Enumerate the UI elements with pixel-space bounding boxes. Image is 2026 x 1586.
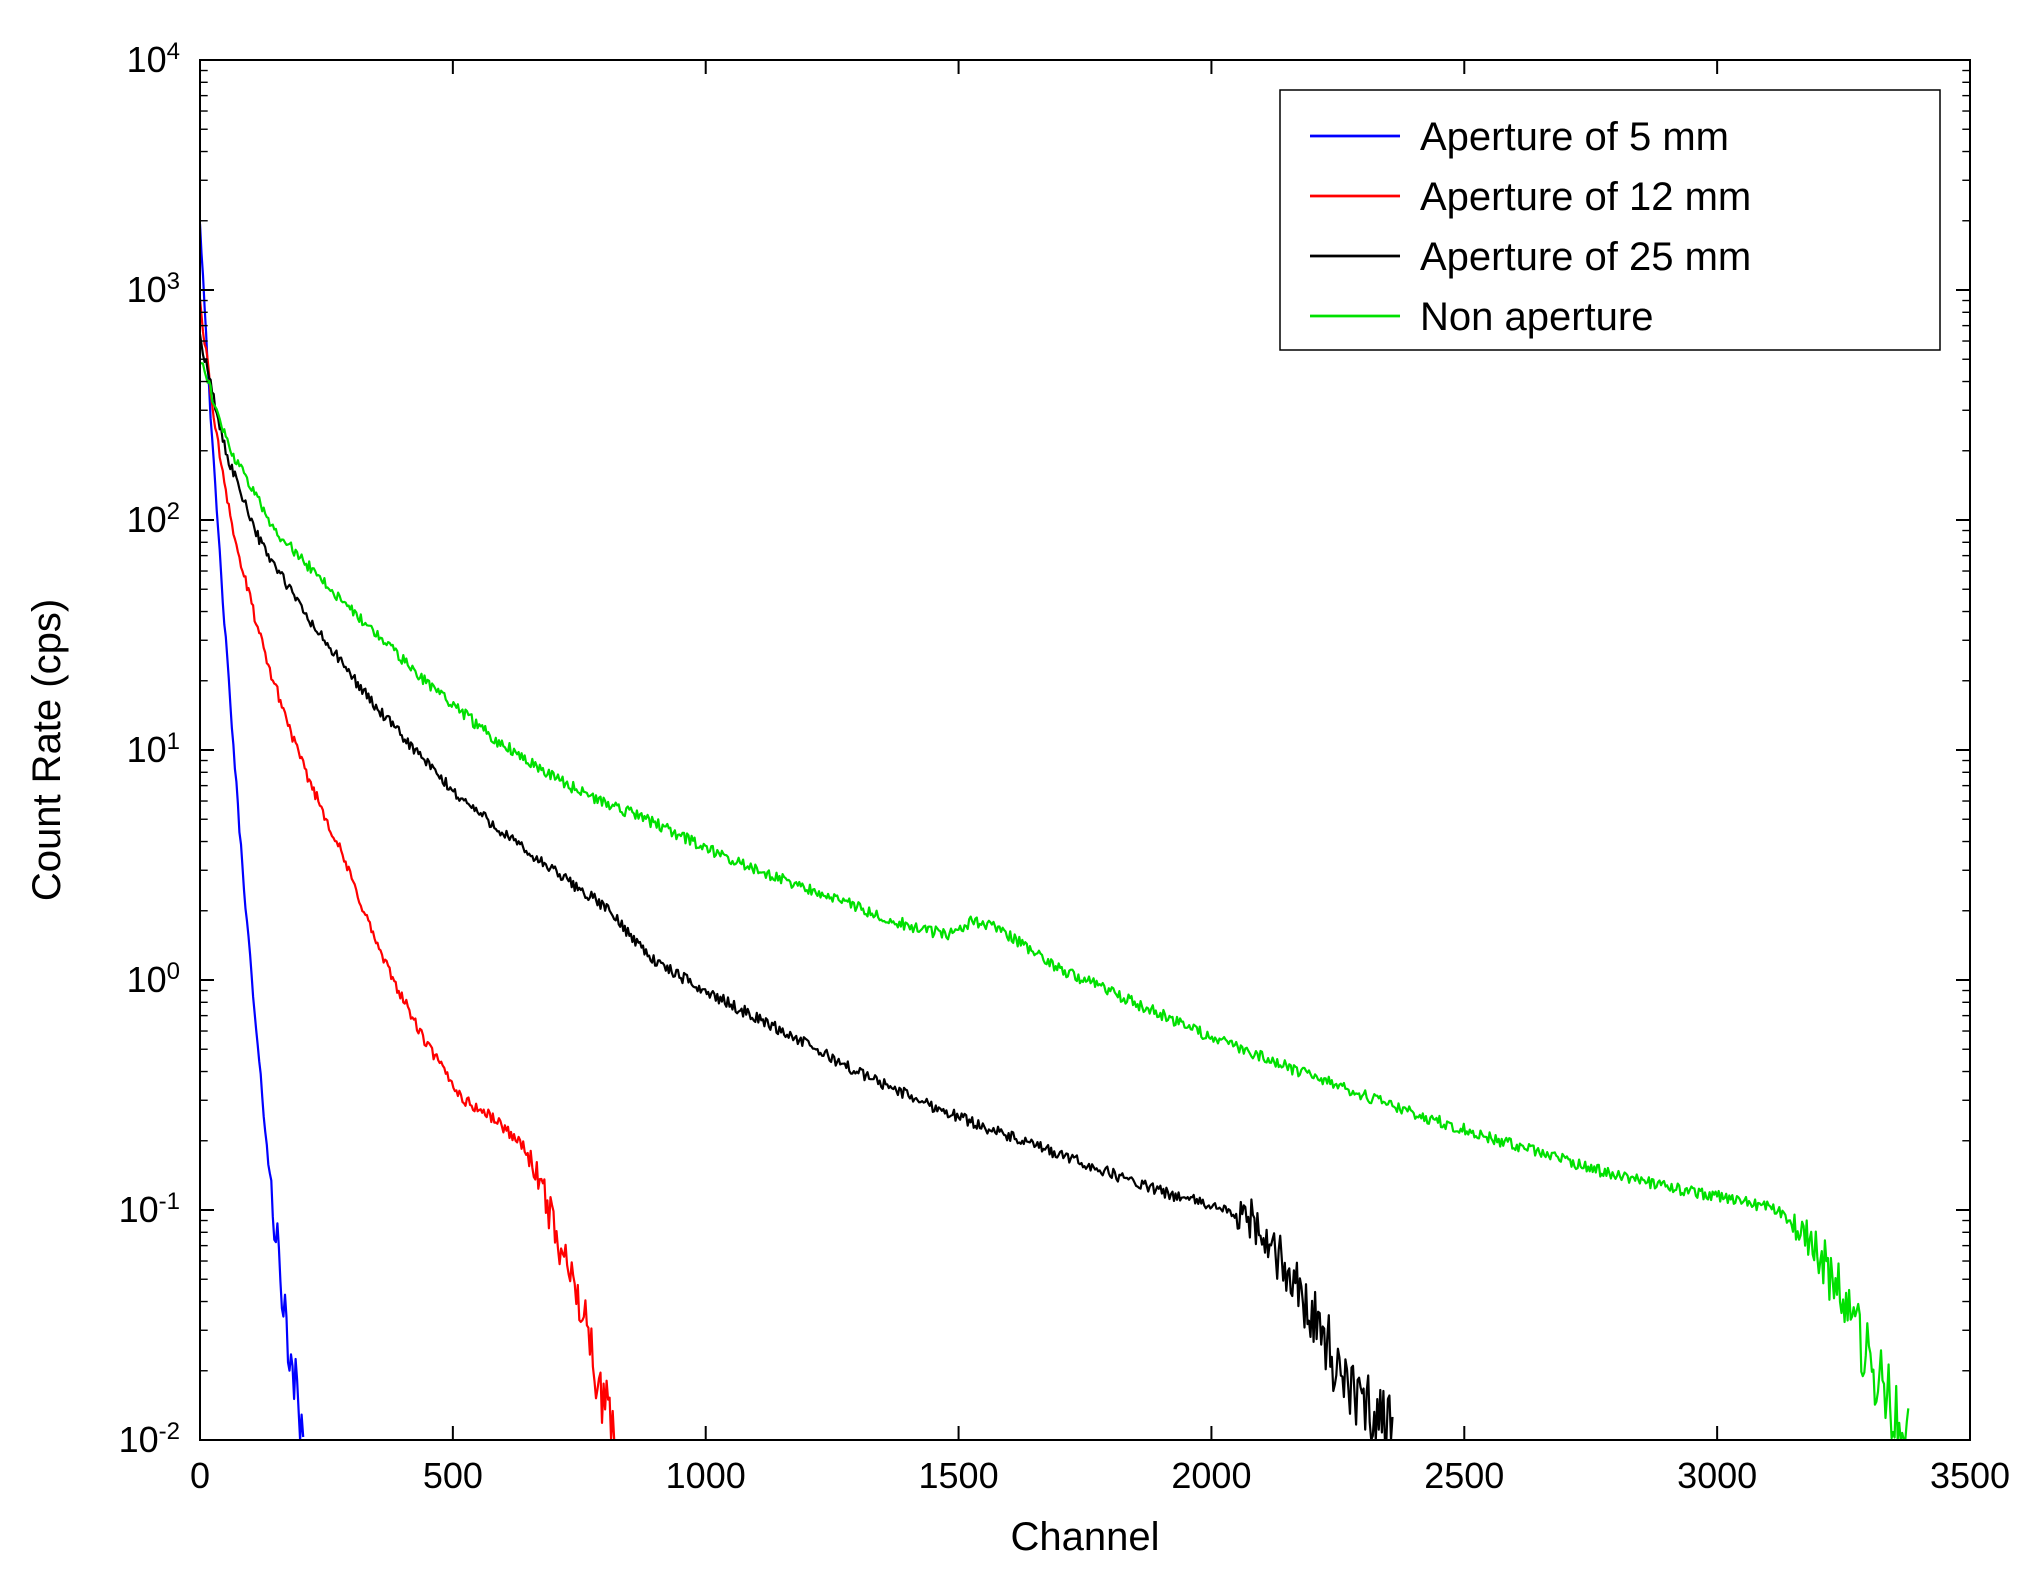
legend-label: Aperture of 5 mm bbox=[1420, 115, 1729, 159]
x-tick-label: 2500 bbox=[1424, 1455, 1504, 1496]
y-axis-label: Count Rate (cps) bbox=[25, 599, 69, 901]
legend-label: Aperture of 25 mm bbox=[1420, 235, 1751, 279]
x-tick-label: 2000 bbox=[1171, 1455, 1251, 1496]
count-rate-chart: 050010001500200025003000350010-210-11001… bbox=[0, 0, 2026, 1586]
x-tick-label: 0 bbox=[190, 1455, 210, 1496]
legend-label: Non aperture bbox=[1420, 295, 1653, 339]
x-tick-label: 1000 bbox=[666, 1455, 746, 1496]
chart-container: 050010001500200025003000350010-210-11001… bbox=[0, 0, 2026, 1586]
x-tick-label: 3000 bbox=[1677, 1455, 1757, 1496]
x-tick-label: 1500 bbox=[919, 1455, 999, 1496]
x-tick-label: 3500 bbox=[1930, 1455, 2010, 1496]
x-tick-label: 500 bbox=[423, 1455, 483, 1496]
x-axis-label: Channel bbox=[1010, 1515, 1159, 1559]
legend-label: Aperture of 12 mm bbox=[1420, 175, 1751, 219]
